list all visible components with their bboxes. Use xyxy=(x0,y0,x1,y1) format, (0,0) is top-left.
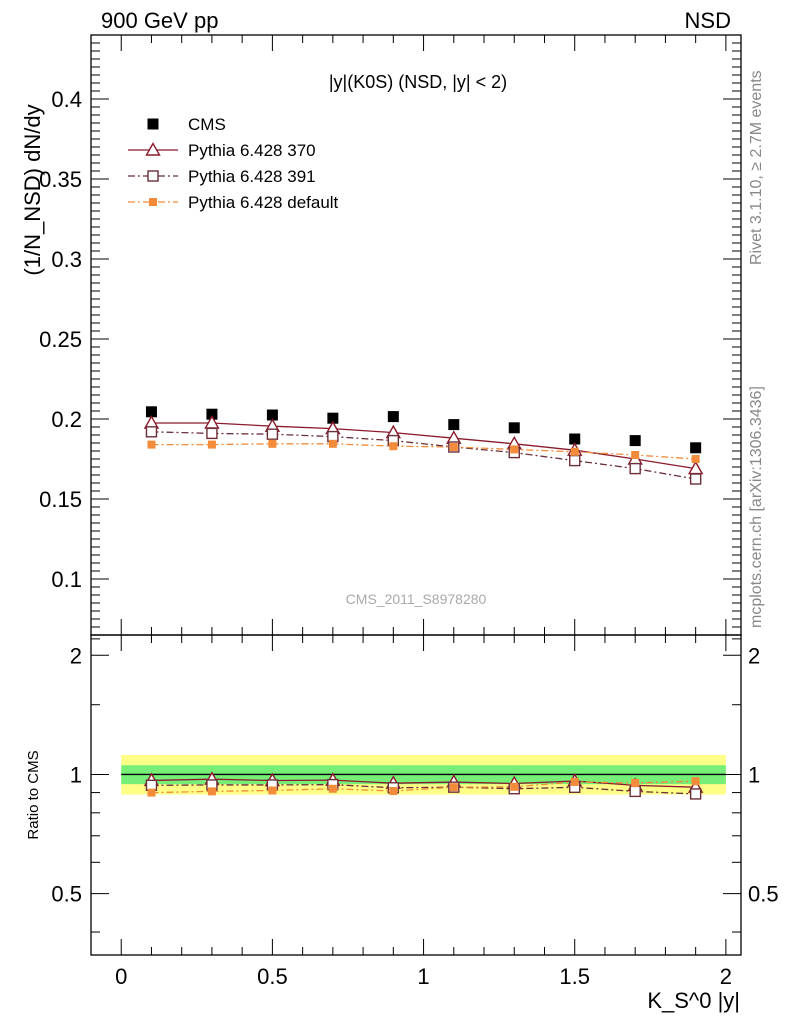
x-tick-label: 1.5 xyxy=(559,964,590,989)
series-3-ratio-point xyxy=(691,777,700,786)
y-axis-label: (1/N_NSD) dN/dy xyxy=(20,104,45,275)
header-right: NSD xyxy=(685,8,731,33)
header-left: 900 GeV pp xyxy=(101,8,218,33)
series-3-point xyxy=(389,442,398,451)
series-3-point xyxy=(268,439,277,448)
series-2-ratio-point xyxy=(689,788,702,800)
series-0-point xyxy=(629,435,641,447)
series-0-point xyxy=(266,409,278,421)
series-3-ratio-point xyxy=(389,787,398,796)
y-tick-label: 0.1 xyxy=(51,567,82,592)
series-1-ratio-line xyxy=(151,778,696,788)
ratio-axis-label: Ratio to CMS xyxy=(25,750,42,839)
legend-label: Pythia 6.428 default xyxy=(188,193,339,212)
series-0-point xyxy=(327,412,339,424)
series-3-point xyxy=(691,455,700,463)
y-tick-label: 0.3 xyxy=(51,247,82,272)
y-tick-label: 0.15 xyxy=(39,487,82,512)
legend-marker xyxy=(147,170,159,182)
series-0-point xyxy=(206,408,218,420)
chart-title: |y|(K0S) (NSD, |y| < 2) xyxy=(329,72,507,92)
y-tick-label: 0.25 xyxy=(39,327,82,352)
series-2-point xyxy=(266,428,279,440)
series-3-point xyxy=(570,447,579,456)
series-3-ratio-point xyxy=(147,788,156,797)
legend-label: Pythia 6.428 391 xyxy=(188,167,316,186)
series-3-point xyxy=(449,443,458,451)
ratio-tick-label-right: 0.5 xyxy=(748,882,779,907)
x-tick-label: 0.5 xyxy=(257,964,288,989)
series-3-ratio-point xyxy=(207,787,216,796)
ratio-tick-label-left: 0.5 xyxy=(51,882,82,907)
series-0-point xyxy=(387,411,399,423)
legend: CMS Pythia 6.428 370 Pythia 6.428 391 Pythi… xyxy=(128,115,339,212)
series-0-point xyxy=(448,419,460,431)
y-tick-label: 0.4 xyxy=(51,87,82,112)
series-3-point xyxy=(631,451,640,459)
series-3-ratio-point xyxy=(570,777,579,786)
series-2-point xyxy=(145,426,158,438)
y-tick-label: 0.2 xyxy=(51,407,82,432)
series-3-point xyxy=(328,439,337,448)
series-3-ratio-line xyxy=(151,780,696,794)
series-2-point xyxy=(629,462,641,475)
series-2-ratio-line xyxy=(151,783,696,795)
side-label-top: Rivet 3.1.10, ≥ 2.7M events xyxy=(748,70,765,265)
ratio-tick-label-right: 2 xyxy=(748,643,760,668)
series-3-point xyxy=(510,445,519,454)
y-tick-label: 0.35 xyxy=(39,167,82,192)
series-3-point xyxy=(207,440,216,449)
series-2-ratio-point xyxy=(629,785,641,798)
series-3-ratio-point xyxy=(328,784,337,793)
x-tick-label: 2 xyxy=(720,964,732,989)
series-3-ratio-point xyxy=(268,786,277,795)
x-tick-label: 1 xyxy=(417,964,429,989)
legend-marker xyxy=(149,198,157,206)
legend-marker xyxy=(147,118,159,130)
series-3-ratio-point xyxy=(631,778,640,787)
series-2-point xyxy=(206,427,218,440)
ratio-tick-label-left: 1 xyxy=(70,762,82,787)
watermark: CMS_2011_S8978280 xyxy=(346,591,487,607)
series-0-point xyxy=(508,422,520,434)
ratio-panel: 0 0.5 1 1.5 2 0.5 0.5 1 1 2 2 xyxy=(51,634,779,989)
series-3-line xyxy=(151,443,696,460)
series-0-point xyxy=(145,406,157,418)
series-2-point xyxy=(569,454,581,467)
legend-label: Pythia 6.428 370 xyxy=(188,141,316,160)
series-2-point xyxy=(689,473,702,485)
side-label-bottom: mcplots.cern.ch [arXiv:1306.3436] xyxy=(748,386,765,628)
legend-label: CMS xyxy=(188,115,226,134)
x-tick-label: 0 xyxy=(115,964,127,989)
ratio-tick-label-right: 1 xyxy=(748,762,760,787)
series-3-ratio-point xyxy=(510,782,519,791)
ratio-tick-label-left: 2 xyxy=(70,643,82,668)
series-0-point xyxy=(569,433,581,445)
ratio-frame xyxy=(90,634,742,956)
x-axis-label: K_S^0 |y| xyxy=(647,988,740,1013)
series-2-line xyxy=(151,431,696,480)
series-3-ratio-point xyxy=(449,783,458,792)
series-3-point xyxy=(147,440,156,449)
main-panel: 0.1 0.15 0.2 0.25 0.3 0.35 0.4 CMS Pythia 6.428 … xyxy=(39,34,742,955)
legend-marker xyxy=(145,142,161,156)
series-0-point xyxy=(690,442,702,454)
series-1-line xyxy=(151,422,696,470)
